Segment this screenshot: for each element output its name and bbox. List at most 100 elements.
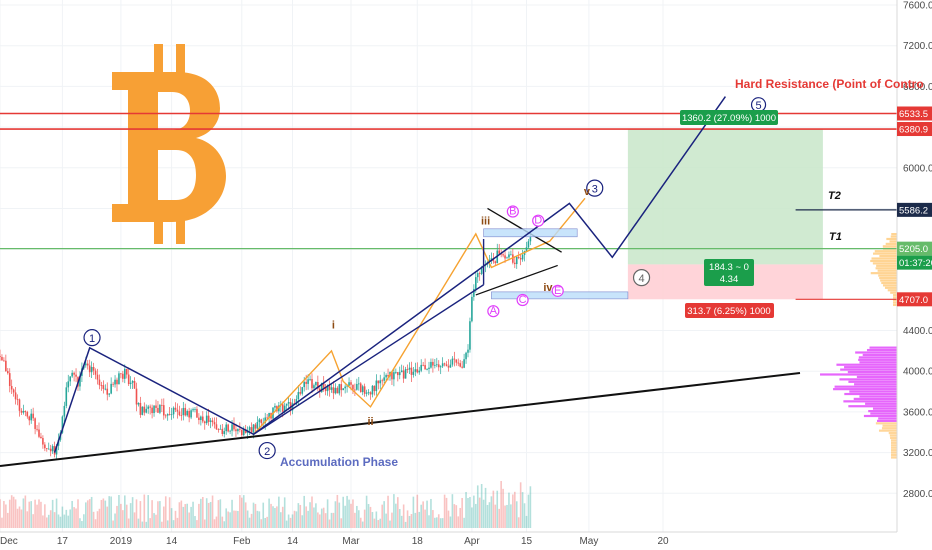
volume-profile-bar (890, 235, 897, 238)
candle-body (174, 407, 177, 410)
bitcoin-logo-icon (112, 44, 226, 244)
candle-body (155, 405, 157, 408)
volume-bar (223, 521, 226, 528)
volume-bar (202, 497, 204, 528)
volume-profile-bar (889, 434, 897, 437)
candle-body (299, 392, 302, 394)
candle-body (18, 399, 21, 411)
candle-body (375, 380, 378, 392)
candle-body (178, 411, 181, 416)
candle-body (434, 364, 436, 366)
volume-profile-bar (885, 242, 897, 245)
candle-body (326, 385, 329, 392)
volume-bar (266, 516, 268, 528)
candle-body (203, 421, 206, 424)
candle-body (141, 406, 144, 415)
volume-bar (379, 518, 382, 528)
x-tick-label: Feb (233, 536, 251, 547)
x-tick-label: 18 (412, 536, 424, 547)
volume-bar (192, 501, 194, 528)
candle-body (3, 360, 5, 362)
candle-body (1, 356, 3, 361)
candle-body (170, 414, 173, 416)
volume-profile-bar (844, 392, 897, 396)
candle-body (239, 428, 241, 430)
candle-body (381, 380, 383, 382)
volume-profile-bar (862, 353, 897, 357)
candle-body (28, 416, 31, 421)
candle-body (266, 417, 268, 419)
candle-body (14, 392, 17, 400)
volume-profile-bar (891, 456, 897, 459)
volume-bar (61, 506, 64, 528)
candle-body (143, 406, 146, 413)
volume-bar (46, 517, 48, 528)
volume-bar (307, 510, 309, 528)
volume-bar (482, 499, 485, 528)
volume-bar (498, 508, 500, 528)
volume-bar (278, 496, 280, 528)
svg-text:1360.2 (27.09%) 1000: 1360.2 (27.09%) 1000 (682, 113, 776, 124)
time-axis[interactable]: Dec 17 2019 14 Feb 14 Mar 18 Apr 15 May 20 (0, 531, 897, 547)
volume-bar (205, 498, 208, 528)
candle-body (32, 413, 34, 419)
candle-body (443, 363, 446, 365)
candle-body (258, 419, 261, 423)
candle-body (49, 448, 52, 452)
volume-profile-bar (836, 363, 897, 366)
candle-body (116, 379, 118, 385)
volume-bar (227, 511, 229, 528)
candle-body (480, 267, 483, 274)
volume-bar (42, 515, 44, 528)
volume-profile-bar (877, 269, 897, 272)
volume-bar (20, 509, 23, 528)
candle-body (194, 409, 196, 410)
volume-bar (196, 520, 198, 528)
profit-label: 1360.2 (27.09%) 1000 (680, 110, 778, 125)
volume-profile-bar (834, 385, 897, 388)
candle-body (436, 364, 438, 366)
candle-body (342, 388, 344, 391)
candle-body (525, 247, 528, 251)
candle-body (514, 262, 516, 265)
volume-profile-bar (872, 262, 897, 265)
candle-body (369, 392, 372, 395)
volume-bar (44, 504, 46, 528)
volume-bar (385, 513, 387, 528)
candle-body (416, 369, 419, 373)
level-tag-text: 5586.2 (899, 205, 928, 216)
candle-body (459, 363, 461, 367)
price-axis[interactable]: 2800.03200.03600.04000.04400.05200.05600… (896, 0, 932, 532)
volume-bar (131, 497, 134, 528)
candle-body (305, 381, 307, 384)
volume-bar (356, 505, 358, 528)
volume-bar (365, 495, 368, 528)
volume-bar (506, 504, 508, 528)
volume-bar (1, 517, 3, 528)
volume-bar (163, 506, 165, 528)
candle-body (283, 405, 286, 412)
candle-body (281, 404, 284, 412)
volume-profile-bar (856, 375, 897, 379)
candle-body (330, 387, 333, 390)
volume-bar (14, 499, 17, 528)
volume-bar (283, 497, 286, 528)
volume-bar (285, 520, 288, 528)
candle-body (404, 369, 407, 379)
volume-bar (311, 496, 313, 528)
profit-zone (627, 129, 823, 265)
candle-body (412, 371, 415, 375)
wave-label-text: 1 (89, 333, 95, 345)
volume-bar (120, 503, 122, 528)
volume-bar (26, 511, 29, 528)
volume-bar (172, 520, 175, 528)
volume-bar (244, 502, 247, 528)
volume-bar (12, 496, 15, 528)
candle-body (233, 424, 235, 430)
candle-body (231, 424, 233, 431)
volume-profile-bar (879, 254, 897, 258)
volume-bar (461, 497, 463, 528)
volume-bar (260, 519, 263, 528)
